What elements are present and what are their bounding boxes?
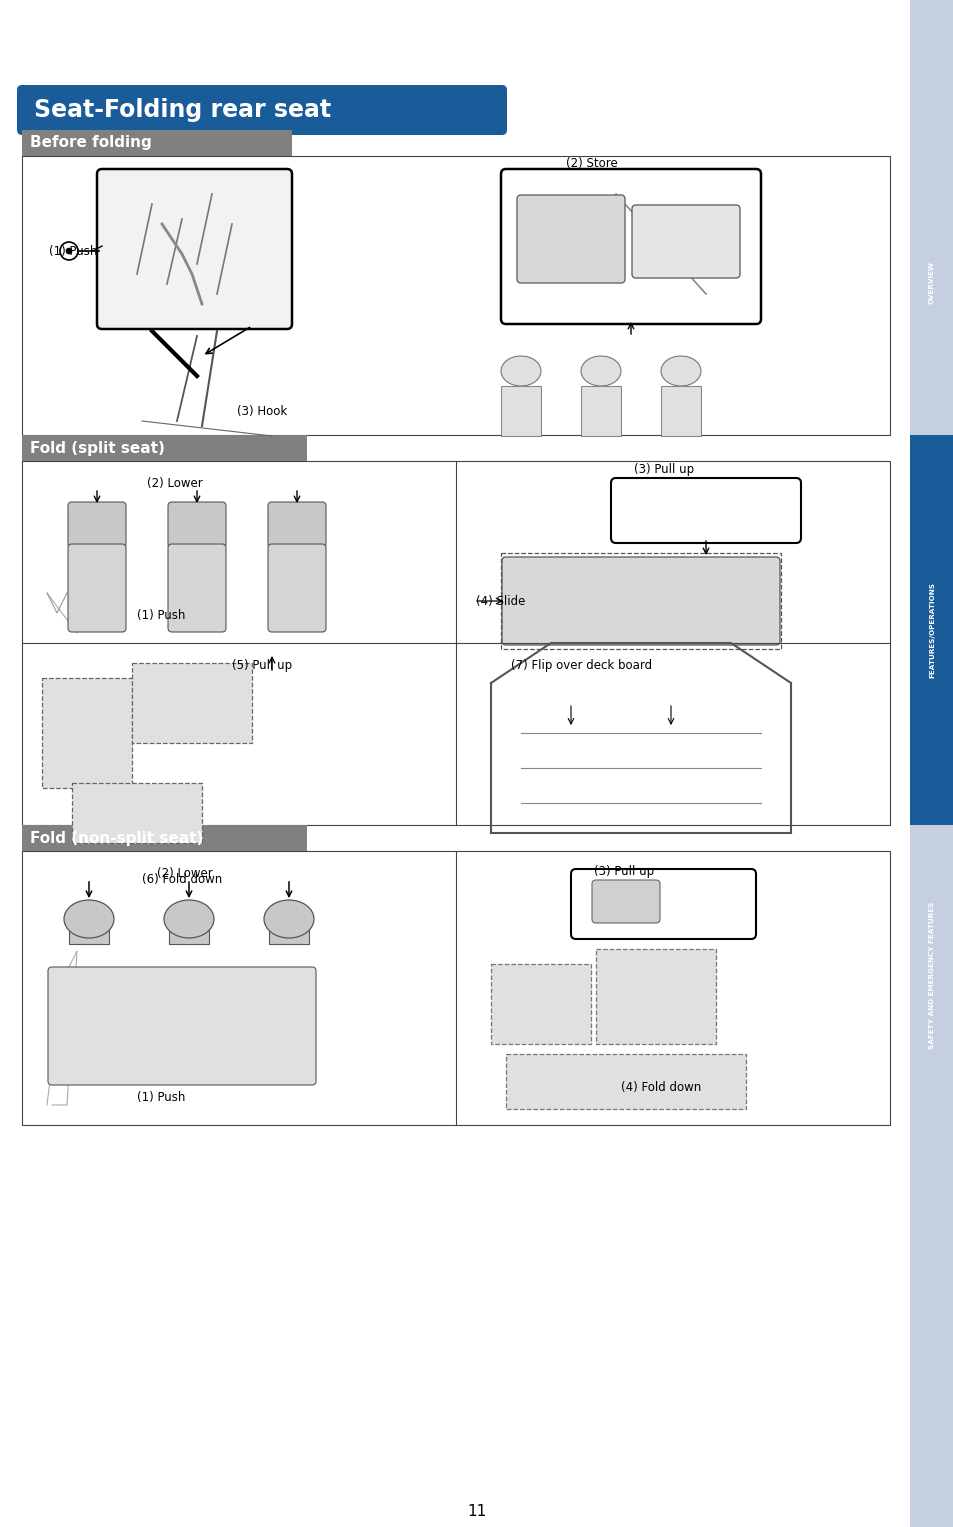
Bar [909, 130, 953, 435]
Text: (1) Push: (1) Push [137, 608, 185, 621]
Bar [69, 919, 109, 944]
Bar [660, 386, 700, 437]
Text: (6) Fold down: (6) Fold down [142, 873, 222, 887]
Text: (4) Slide: (4) Slide [476, 594, 525, 608]
FancyBboxPatch shape [571, 869, 755, 939]
Ellipse shape [64, 899, 113, 938]
Text: (7) Flip over deck board: (7) Flip over deck board [511, 658, 652, 672]
Text: (3) Pull up: (3) Pull up [634, 463, 694, 475]
Text: (2) Store: (2) Store [565, 157, 618, 171]
Text: FEATURES/OPERATIONS: FEATURES/OPERATIONS [928, 582, 934, 678]
Text: SAFETY AND EMERGENCY FEATURES: SAFETY AND EMERGENCY FEATURES [928, 901, 934, 1049]
Bar [132, 663, 252, 744]
Text: (3) Pull up: (3) Pull up [594, 864, 654, 878]
Bar [909, 0, 953, 1527]
Bar [22, 461, 889, 825]
FancyBboxPatch shape [48, 967, 315, 1086]
FancyBboxPatch shape [97, 169, 292, 328]
Text: Fold (split seat): Fold (split seat) [30, 440, 165, 455]
FancyBboxPatch shape [168, 502, 226, 548]
Bar [491, 964, 590, 1044]
Bar [596, 948, 716, 1044]
Text: (4) Fold down: (4) Fold down [620, 1081, 700, 1095]
Bar [580, 386, 620, 437]
Bar [22, 851, 889, 1125]
Text: Before folding: Before folding [30, 136, 152, 151]
FancyBboxPatch shape [168, 544, 226, 632]
Bar [22, 435, 307, 461]
Bar [71, 783, 202, 843]
FancyBboxPatch shape [68, 502, 126, 548]
Ellipse shape [580, 356, 620, 386]
Bar [909, 435, 953, 825]
FancyBboxPatch shape [501, 557, 780, 644]
Bar [169, 919, 209, 944]
FancyBboxPatch shape [268, 502, 326, 548]
Text: Fold (non-split seat): Fold (non-split seat) [30, 831, 203, 846]
Circle shape [66, 247, 71, 253]
Bar [500, 553, 781, 649]
Ellipse shape [500, 356, 540, 386]
Text: (1) Push: (1) Push [137, 1090, 185, 1104]
Text: (1) Push: (1) Push [49, 244, 97, 258]
Bar [22, 130, 292, 156]
Text: (3) Hook: (3) Hook [236, 405, 287, 417]
Bar [500, 386, 540, 437]
Bar [505, 1054, 745, 1109]
Text: 11: 11 [467, 1504, 486, 1519]
Bar [42, 678, 132, 788]
Text: (2) Lower: (2) Lower [147, 476, 203, 490]
FancyBboxPatch shape [17, 86, 506, 134]
FancyBboxPatch shape [592, 880, 659, 922]
Bar [269, 919, 309, 944]
FancyBboxPatch shape [631, 205, 740, 278]
Text: (5) Pull up: (5) Pull up [232, 658, 292, 672]
Bar [22, 156, 889, 435]
FancyBboxPatch shape [68, 544, 126, 632]
Circle shape [60, 241, 78, 260]
Bar [22, 825, 307, 851]
Text: Seat-Folding rear seat: Seat-Folding rear seat [34, 98, 331, 122]
FancyBboxPatch shape [500, 169, 760, 324]
FancyBboxPatch shape [517, 195, 624, 282]
Ellipse shape [660, 356, 700, 386]
Bar [909, 825, 953, 1125]
Ellipse shape [264, 899, 314, 938]
Text: OVERVIEW: OVERVIEW [928, 261, 934, 304]
FancyBboxPatch shape [610, 478, 801, 544]
Ellipse shape [164, 899, 213, 938]
Text: (2) Lower: (2) Lower [157, 866, 213, 880]
FancyBboxPatch shape [268, 544, 326, 632]
